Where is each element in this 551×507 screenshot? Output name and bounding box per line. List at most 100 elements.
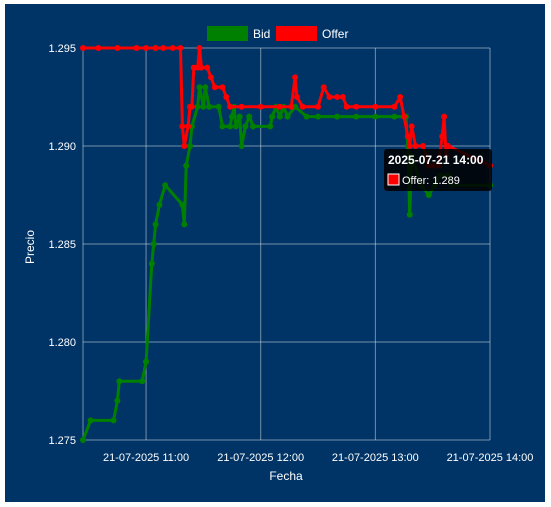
data-point-offer bbox=[238, 103, 245, 110]
tooltip-background bbox=[384, 149, 492, 191]
data-point-bid bbox=[303, 113, 310, 120]
data-point-bid bbox=[143, 358, 150, 365]
data-point-bid bbox=[139, 378, 146, 385]
data-point-bid bbox=[162, 182, 169, 189]
data-point-bid bbox=[242, 123, 249, 130]
data-point-offer bbox=[408, 123, 415, 130]
data-point-bid bbox=[194, 103, 201, 110]
data-point-offer bbox=[198, 64, 205, 71]
data-point-offer bbox=[439, 133, 446, 140]
data-point-offer bbox=[404, 133, 411, 140]
x-tick-label: 21-07-2025 12:00 bbox=[217, 452, 304, 464]
data-point-offer bbox=[334, 94, 341, 100]
y-tick-label: 1.280 bbox=[48, 337, 76, 349]
y-tick-label: 1.290 bbox=[48, 141, 76, 153]
data-point-bid bbox=[80, 437, 86, 443]
legend[interactable]: Bid Offer bbox=[207, 26, 348, 41]
data-point-offer bbox=[143, 45, 150, 51]
data-point-bid bbox=[156, 201, 163, 208]
data-point-offer bbox=[177, 45, 184, 51]
x-tick-label: 21-07-2025 14:00 bbox=[447, 452, 534, 464]
data-point-offer bbox=[420, 143, 427, 149]
axes: 1.275 1.280 1.285 1.290 1.295 21-07-2025 11:0… bbox=[48, 43, 533, 464]
y-tick-label: 1.275 bbox=[48, 435, 76, 447]
data-point-bid bbox=[116, 378, 123, 385]
data-point-bid bbox=[236, 113, 243, 120]
y-axis-title: Precio bbox=[23, 230, 37, 264]
series-layer bbox=[80, 45, 493, 443]
data-point-offer bbox=[80, 45, 86, 51]
data-point-offer bbox=[412, 143, 419, 149]
data-point-bid bbox=[284, 113, 291, 120]
data-point-offer bbox=[299, 103, 306, 110]
data-point-bid bbox=[183, 162, 190, 169]
x-tick-label: 21-07-2025 13:00 bbox=[332, 452, 419, 464]
data-point-bid bbox=[148, 260, 155, 267]
data-point-bid bbox=[87, 417, 94, 424]
data-point-offer bbox=[219, 84, 226, 91]
data-point-bid bbox=[110, 417, 117, 424]
tooltip-label: Offer: 1.289 bbox=[402, 175, 460, 187]
data-point-bid bbox=[276, 113, 283, 120]
data-point-offer bbox=[444, 143, 451, 149]
legend-swatch-bid[interactable] bbox=[207, 26, 248, 41]
x-axis-title: Fecha bbox=[269, 469, 303, 483]
data-point-bid bbox=[246, 113, 253, 120]
data-point-bid bbox=[114, 397, 121, 404]
data-point-offer bbox=[188, 103, 195, 110]
data-point-offer bbox=[353, 103, 360, 110]
data-point-bid bbox=[334, 113, 341, 120]
data-point-offer bbox=[391, 103, 398, 110]
data-point-offer bbox=[133, 45, 140, 51]
data-point-offer bbox=[397, 94, 404, 100]
data-point-offer bbox=[114, 45, 121, 51]
data-point-bid bbox=[267, 123, 274, 130]
legend-label-offer[interactable]: Offer bbox=[322, 27, 348, 41]
data-point-offer bbox=[326, 94, 333, 100]
data-point-bid bbox=[250, 123, 257, 130]
data-point-offer bbox=[227, 103, 234, 110]
data-point-offer bbox=[169, 45, 176, 51]
data-point-offer bbox=[223, 94, 230, 100]
data-point-offer bbox=[401, 113, 408, 120]
data-point-offer bbox=[181, 143, 188, 149]
legend-swatch-offer[interactable] bbox=[276, 26, 317, 41]
data-point-offer bbox=[372, 103, 379, 110]
data-point-bid bbox=[187, 143, 194, 149]
x-tick-label: 21-07-2025 11:00 bbox=[103, 452, 189, 464]
legend-label-bid[interactable]: Bid bbox=[253, 27, 270, 41]
data-point-bid bbox=[227, 123, 234, 130]
chart-panel: 1.275 1.280 1.285 1.290 1.295 21-07-2025 11:0… bbox=[5, 4, 545, 502]
data-point-offer bbox=[315, 103, 322, 110]
data-point-bid bbox=[196, 84, 203, 91]
y-tick-label: 1.285 bbox=[48, 239, 76, 251]
data-point-offer bbox=[95, 45, 102, 51]
data-point-offer bbox=[152, 45, 159, 51]
data-point-bid bbox=[150, 241, 157, 247]
data-point-bid bbox=[179, 201, 186, 208]
data-point-bid bbox=[406, 211, 413, 218]
data-point-offer bbox=[343, 103, 350, 110]
data-point-offer bbox=[292, 74, 299, 81]
data-point-offer bbox=[441, 113, 448, 120]
series-line-offer bbox=[83, 46, 491, 168]
data-point-bid bbox=[215, 103, 222, 110]
data-point-bid bbox=[232, 123, 239, 130]
data-point-offer bbox=[160, 45, 167, 51]
data-point-offer bbox=[211, 84, 218, 91]
data-point-bid bbox=[200, 103, 207, 110]
data-point-offer bbox=[276, 103, 283, 110]
series-line-bid bbox=[81, 85, 490, 441]
data-point-bid bbox=[206, 103, 213, 110]
data-point-bid bbox=[372, 113, 379, 120]
data-point-offer bbox=[257, 103, 264, 110]
tooltip-swatch bbox=[387, 173, 400, 186]
data-point-offer bbox=[339, 94, 346, 100]
data-point-offer bbox=[294, 94, 301, 100]
data-point-bid bbox=[315, 113, 322, 120]
data-point-bid bbox=[202, 84, 209, 91]
tooltip-title: 2025-07-21 14:00 bbox=[388, 153, 484, 167]
data-point-bid bbox=[269, 113, 276, 120]
data-point-bid bbox=[181, 221, 188, 228]
y-tick-label: 1.295 bbox=[48, 43, 76, 55]
